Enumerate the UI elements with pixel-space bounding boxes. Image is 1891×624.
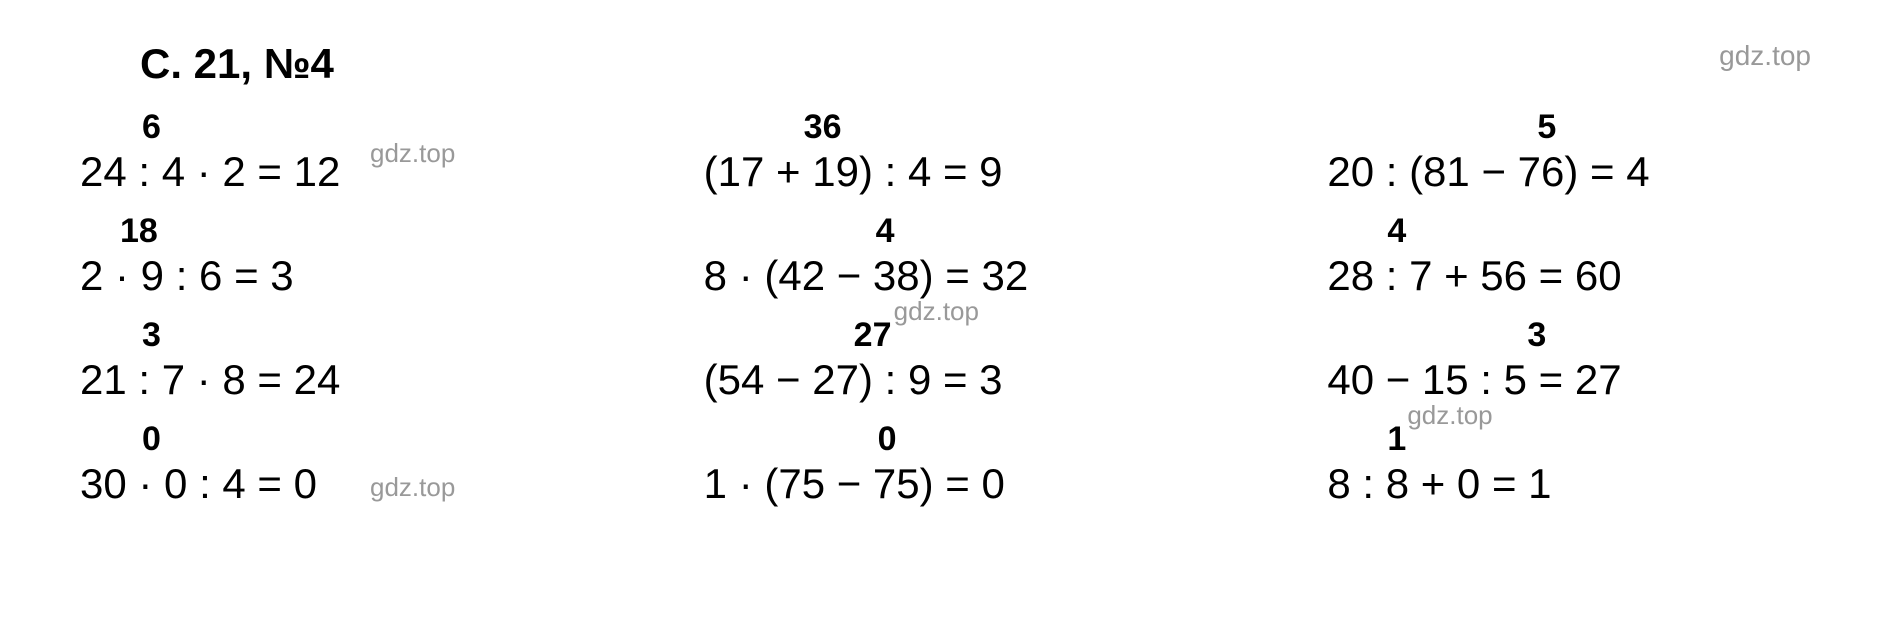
intermediate-value: 4: [1387, 212, 1406, 251]
equation-text: 8 · (42 − 38) = 32: [704, 252, 1029, 300]
equation-text: (17 + 19) : 4 = 9: [704, 148, 1003, 196]
column-2: 36 (17 + 19) : 4 = 9 4 8 · (42 − 38) = 3…: [704, 108, 1188, 524]
equation-text: 20 : (81 − 76) = 4: [1327, 148, 1649, 196]
intermediate-value: 36: [804, 108, 842, 147]
equation-text: 8 : 8 + 0 = 1: [1327, 460, 1551, 508]
watermark-top-right: gdz.top: [1719, 40, 1811, 88]
intermediate-value: 3: [1527, 316, 1546, 355]
intermediate-value: 0: [142, 420, 161, 459]
equation-block: 0 1 · (75 − 75) = 0: [704, 420, 1188, 524]
equation-columns: 6 24 : 4 · 2 = 12 gdz.top 18 2 · 9 : 6 =…: [80, 108, 1811, 524]
column-1: 6 24 : 4 · 2 = 12 gdz.top 18 2 · 9 : 6 =…: [80, 108, 564, 524]
intermediate-value: 0: [878, 420, 897, 459]
equation-text: 30 · 0 : 4 = 0: [80, 460, 317, 508]
intermediate-value: 5: [1537, 108, 1556, 147]
column-3: 5 20 : (81 − 76) = 4 4 28 : 7 + 56 = 60 …: [1327, 108, 1811, 524]
header-row: С. 21, №4 gdz.top: [80, 40, 1811, 88]
equation-block: 6 24 : 4 · 2 = 12 gdz.top: [80, 108, 564, 212]
equation-block: 3 21 : 7 · 8 = 24: [80, 316, 564, 420]
watermark-inline: gdz.top: [370, 138, 455, 169]
equation-block: 18 2 · 9 : 6 = 3: [80, 212, 564, 316]
equation-block: 4 28 : 7 + 56 = 60: [1327, 212, 1811, 316]
equation-block: 3 40 − 15 : 5 = 27 gdz.top: [1327, 316, 1811, 420]
equation-text: 1 · (75 − 75) = 0: [704, 460, 1005, 508]
intermediate-value: 18: [120, 212, 158, 251]
equation-block: 4 8 · (42 − 38) = 32 gdz.top: [704, 212, 1188, 316]
equation-block: 0 30 · 0 : 4 = 0 gdz.top: [80, 420, 564, 524]
equation-block: 36 (17 + 19) : 4 = 9: [704, 108, 1188, 212]
intermediate-value: 3: [142, 316, 161, 355]
intermediate-value: 4: [876, 212, 895, 251]
equation-text: 21 : 7 · 8 = 24: [80, 356, 340, 404]
equation-block: 5 20 : (81 − 76) = 4: [1327, 108, 1811, 212]
page-title: С. 21, №4: [140, 40, 334, 88]
equation-text: 2 · 9 : 6 = 3: [80, 252, 294, 300]
intermediate-value: 1: [1387, 420, 1406, 459]
equation-text: 28 : 7 + 56 = 60: [1327, 252, 1621, 300]
watermark-inline: gdz.top: [370, 472, 455, 503]
equation-text: 24 : 4 · 2 = 12: [80, 148, 340, 196]
equation-block: 27 (54 − 27) : 9 = 3: [704, 316, 1188, 420]
equation-block: 1 8 : 8 + 0 = 1: [1327, 420, 1811, 524]
intermediate-value: 6: [142, 108, 161, 147]
equation-text: 40 − 15 : 5 = 27: [1327, 356, 1621, 404]
equation-text: (54 − 27) : 9 = 3: [704, 356, 1003, 404]
intermediate-value: 27: [854, 316, 892, 355]
